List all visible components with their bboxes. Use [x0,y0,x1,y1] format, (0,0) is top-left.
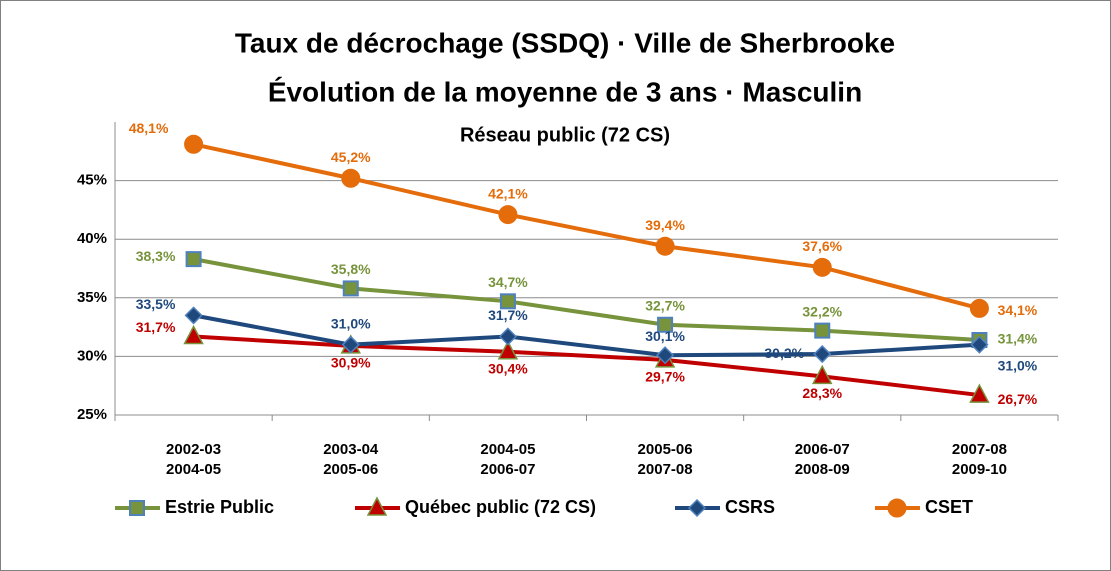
data-label: 31,7% [488,307,528,323]
data-point [342,280,359,297]
data-point [969,383,990,403]
data-label: 30,9% [331,355,371,371]
y-tick-label: 40% [77,230,107,247]
data-point [812,364,833,385]
legend-marker [887,498,907,518]
data-label: 31,0% [331,315,371,331]
data-label: 30,2% [764,345,804,361]
x-tick-label: 2003-04 [323,441,379,458]
x-tick-label: 2005-06 [638,441,693,458]
data-label: 45,2% [331,149,371,165]
series-line [193,313,980,358]
data-point [814,322,831,339]
data-label: 37,6% [802,238,842,254]
data-point [499,293,516,310]
data-point [497,340,519,360]
data-label: 34,7% [488,274,528,290]
x-tick-label: 2002-03 [166,441,221,458]
legend-marker [687,498,707,518]
data-label: 31,4% [998,331,1038,347]
data-label: 32,7% [645,297,685,313]
legend-label: CSRS [725,497,775,517]
x-tick-label: 2007-08 [952,441,1007,458]
data-point [655,236,675,256]
data-label: 31,7% [136,319,176,335]
x-tick-label: 2006-07 [480,461,535,478]
y-tick-label: 45% [77,172,107,189]
data-label: 39,4% [645,217,685,233]
data-point [657,316,674,333]
data-label: 38,3% [136,248,176,264]
data-label: 28,3% [802,385,842,401]
legend-marker [366,496,388,516]
chart-subtitle: Réseau public (72 CS) [460,124,670,146]
x-tick-label: 2004-05 [166,461,221,478]
x-tick-label: 2009-10 [952,461,1007,478]
data-label: 33,5% [136,296,176,312]
series-line [193,334,980,398]
legend-label: Québec public (72 CS) [405,497,596,517]
data-point [183,324,204,345]
data-point [970,335,989,354]
data-label: 30,4% [488,360,528,376]
series-line [193,257,980,342]
data-point [498,327,517,346]
data-point [184,306,203,325]
x-tick-label: 2006-07 [795,441,850,458]
data-point [656,346,675,365]
data-point [969,298,989,318]
y-tick-label: 35% [77,289,107,306]
data-point [813,344,832,364]
data-label: 30,1% [645,328,685,344]
data-label: 32,2% [802,303,842,319]
y-tick-label: 30% [77,347,107,364]
data-label: 29,7% [645,369,685,385]
x-tick-label: 2008-09 [795,461,850,478]
data-point [184,134,204,154]
data-label: 31,0% [998,357,1038,373]
data-label: 26,7% [998,391,1038,407]
x-tick-label: 2004-05 [480,441,535,458]
legend-label: CSET [925,497,973,517]
data-label: 34,1% [998,302,1038,318]
series-line [193,142,980,311]
data-label: 42,1% [488,185,528,201]
legend-label: Estrie Public [165,497,274,517]
data-point [341,335,360,354]
chart-title: Taux de décrochage (SSDQ) · Ville de She… [235,27,895,58]
x-tick-label: 2007-08 [638,461,693,478]
data-label: 35,8% [331,261,371,277]
legend-marker [129,500,145,516]
x-tick-label: 2005-06 [323,461,378,478]
data-point [341,168,361,188]
data-point [498,205,518,225]
data-point [185,251,202,268]
y-tick-label: 25% [77,406,107,423]
data-point [812,257,832,277]
data-label: 48,1% [129,120,169,136]
chart-title: Évolution de la moyenne de 3 ans · Mascu… [268,76,862,107]
